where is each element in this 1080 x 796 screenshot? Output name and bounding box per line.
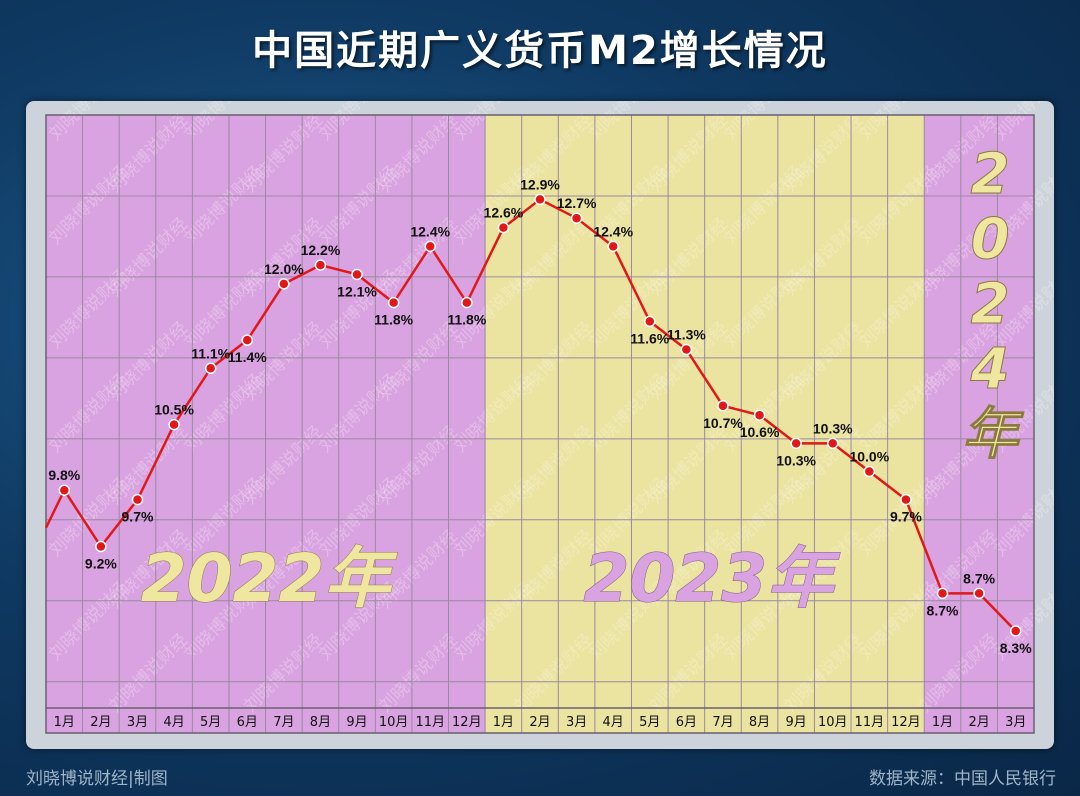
data-label-8: 12.1% [337, 283, 377, 299]
year-label-2023: 2023年 [583, 540, 841, 617]
data-label-4: 11.1% [191, 345, 230, 361]
x-tick-label-21: 10月 [818, 715, 848, 730]
data-point-11 [461, 296, 473, 309]
data-point-26 [1009, 625, 1022, 637]
x-tick-label-25: 2月 [968, 715, 989, 730]
x-tick-label-26: 3月 [1005, 715, 1026, 730]
data-label-24: 8.7% [927, 602, 959, 618]
x-tick-label-12: 1月 [493, 715, 514, 730]
x-tick-label-22: 11月 [855, 715, 885, 730]
data-label-21: 10.3% [813, 420, 853, 436]
data-label-3: 10.5% [154, 402, 194, 418]
year-label-2024-char: 2 [971, 272, 1010, 337]
data-label-17: 11.3% [667, 327, 706, 343]
data-point-9 [387, 296, 400, 309]
data-point-20 [790, 437, 802, 450]
data-label-19: 10.6% [740, 424, 780, 440]
data-point-4 [204, 362, 217, 375]
chart-panel: 刘晓博说财经 刘晓博说财经 刘晓博说财经 刘晓博说财经 刘晓博说财经 刘晓博说财经 刘晓博说… [26, 101, 1054, 749]
x-tick-label-0: 1月 [54, 715, 75, 730]
year-label-2024-char: 2 [971, 142, 1010, 207]
footer-source: 数据来源：中国人民银行 [869, 769, 1056, 789]
x-tick-label-19: 8月 [749, 715, 770, 730]
data-point-19 [753, 409, 766, 421]
data-point-17 [680, 343, 693, 356]
x-tick-label-11: 12月 [452, 715, 482, 730]
x-tick-label-20: 9月 [786, 715, 807, 730]
data-point-22 [863, 465, 876, 478]
x-tick-label-2: 3月 [127, 715, 148, 730]
data-point-21 [826, 437, 839, 450]
year-label-2024-char: 4 [970, 337, 1010, 402]
data-label-22: 10.0% [849, 448, 889, 464]
data-point-25 [973, 587, 985, 600]
data-label-26: 8.3% [1000, 640, 1032, 656]
x-tick-label-1: 2月 [90, 715, 111, 730]
year-label-2022: 2022年 [141, 540, 399, 617]
x-tick-label-18: 7月 [712, 715, 733, 730]
x-tick-label-10: 11月 [415, 715, 445, 730]
data-label-25: 8.7% [963, 570, 995, 586]
x-tick-label-5: 6月 [237, 715, 258, 730]
data-label-2: 9.7% [122, 509, 154, 525]
data-label-6: 12.0% [264, 261, 304, 277]
data-point-6 [278, 278, 290, 290]
data-point-12 [497, 221, 510, 234]
data-label-0: 9.8% [48, 467, 80, 483]
x-tick-label-8: 9月 [346, 715, 367, 730]
x-tick-label-16: 5月 [639, 715, 660, 730]
x-tick-label-17: 6月 [676, 715, 697, 730]
data-point-1 [95, 540, 107, 553]
x-tick-label-4: 5月 [200, 715, 221, 730]
data-label-20: 10.3% [776, 452, 816, 468]
data-point-15 [607, 240, 619, 253]
data-point-14 [570, 212, 583, 224]
data-label-5: 11.4% [228, 349, 267, 365]
data-point-16 [644, 315, 656, 328]
data-label-11: 11.8% [447, 312, 486, 328]
footer-credit: 刘晓博说财经|制图 [26, 769, 168, 789]
data-point-23 [900, 493, 912, 506]
x-tick-label-13: 2月 [529, 715, 550, 730]
watermark-text: 刘晓博说财经 [1050, 630, 1054, 716]
year-label-2024-char: 0 [971, 207, 1010, 272]
x-tick-label-24: 1月 [932, 715, 953, 730]
year-label-2024-char: 年 [962, 402, 1024, 467]
x-tick-label-6: 7月 [273, 715, 294, 730]
data-point-18 [717, 400, 729, 412]
data-label-7: 12.2% [301, 242, 341, 258]
data-label-15: 12.4% [593, 223, 633, 239]
x-tick-label-3: 4月 [163, 715, 184, 730]
data-label-14: 12.7% [557, 195, 597, 211]
x-tick-label-9: 10月 [379, 715, 409, 730]
x-tick-label-7: 8月 [310, 715, 331, 730]
data-point-24 [936, 587, 949, 600]
series-line [44, 198, 1017, 632]
data-point-7 [314, 259, 327, 271]
data-point-2 [131, 493, 144, 506]
x-tick-label-14: 3月 [566, 715, 587, 730]
data-label-9: 11.8% [374, 312, 413, 328]
chart-title: 中国近期广义货币M2增长情况 [252, 28, 828, 74]
data-label-23: 9.7% [890, 509, 922, 525]
x-tick-label-15: 4月 [603, 715, 624, 730]
data-point-3 [168, 418, 180, 431]
data-label-12: 12.6% [484, 205, 524, 221]
x-tick-label-23: 12月 [891, 715, 921, 730]
data-label-18: 10.7% [703, 415, 743, 431]
data-label-16: 11.6% [630, 330, 669, 346]
data-label-1: 9.2% [85, 556, 117, 572]
data-point-0 [58, 484, 71, 496]
data-point-13 [534, 193, 546, 206]
data-point-8 [351, 268, 363, 281]
data-label-13: 12.9% [520, 176, 560, 192]
data-point-5 [241, 334, 254, 346]
data-label-10: 12.4% [410, 223, 450, 239]
plot-frame [45, 114, 1035, 734]
data-point-10 [424, 240, 436, 253]
